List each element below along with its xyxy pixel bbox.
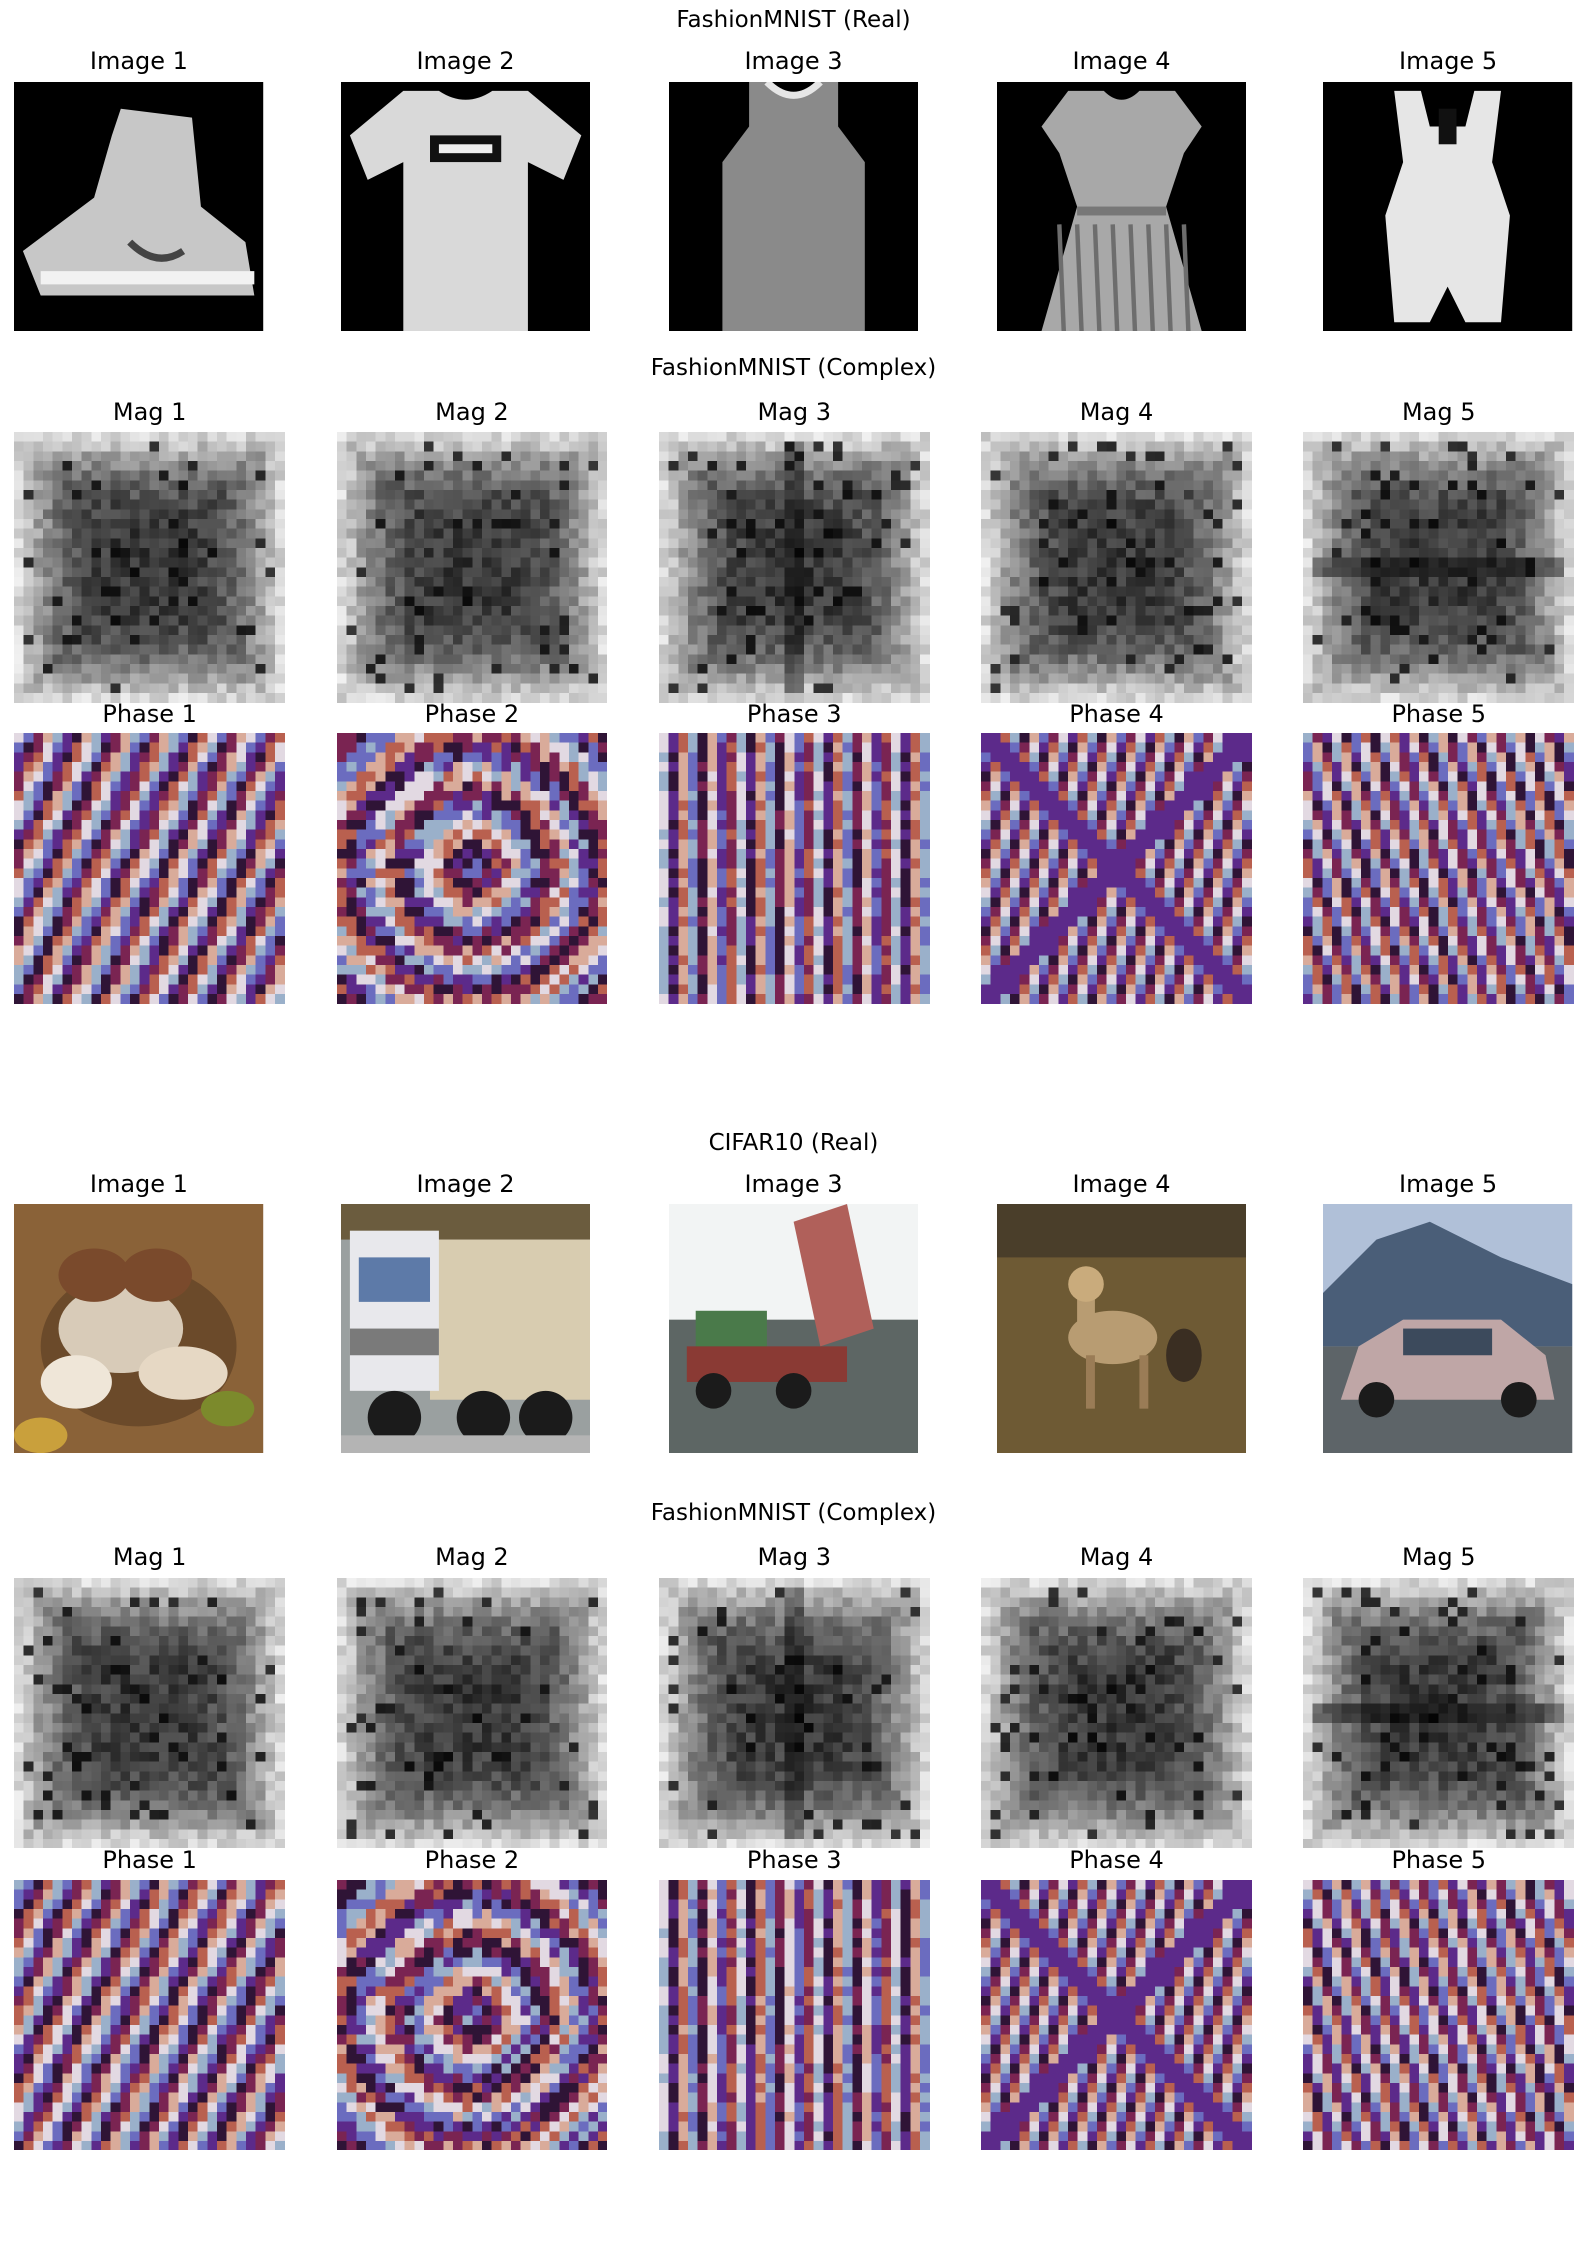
magnitude-2: [336, 1577, 608, 1849]
image-title: Image 1: [89, 47, 188, 76]
phase-5: [1303, 1879, 1575, 2151]
magnitude-title: Mag 1: [112, 1543, 187, 1572]
magnitude-title: Mag 5: [1401, 398, 1476, 427]
phase-title: Phase 5: [1391, 1845, 1487, 1874]
real-figure-title: FashionMNIST (Real): [676, 7, 911, 34]
image-title: Image 2: [416, 1169, 515, 1198]
phase-title: Phase 4: [1069, 1845, 1164, 1874]
phase-4: [981, 733, 1252, 1004]
magnitude-title: Mag 3: [757, 398, 831, 427]
phase-5: [1303, 733, 1575, 1004]
image-title: Image 4: [1072, 1169, 1171, 1198]
phase-1: [14, 1879, 286, 2151]
magnitude-title: Mag 3: [757, 1543, 831, 1572]
phase-title: Phase 1: [102, 700, 197, 729]
magnitude-4: [981, 1577, 1252, 1849]
phase-2: [336, 733, 608, 1004]
image-5: [1323, 1204, 1573, 1454]
phase-title: Phase 5: [1391, 700, 1487, 729]
image-title: Image 5: [1399, 47, 1498, 76]
image-title: Image 2: [416, 47, 515, 76]
image-title: Image 3: [744, 47, 843, 76]
magnitude-title: Mag 5: [1401, 1543, 1476, 1572]
image-title: Image 3: [744, 1169, 843, 1198]
phase-2: [336, 1879, 608, 2151]
phase-title: Phase 4: [1069, 700, 1164, 729]
magnitude-title: Mag 4: [1079, 398, 1154, 427]
image-title: Image 4: [1072, 47, 1171, 76]
magnitude-3: [658, 1577, 930, 1849]
phase-title: Phase 2: [424, 700, 520, 729]
magnitude-title: Mag 1: [112, 398, 187, 427]
magnitude-2: [336, 432, 608, 703]
magnitude-1: [14, 1577, 286, 1849]
image-title: Image 1: [89, 1169, 188, 1198]
phase-3: [658, 733, 930, 1004]
magnitude-title: Mag 2: [435, 1543, 509, 1572]
phase-1: [14, 733, 286, 1004]
phase-3: [658, 1879, 930, 2151]
image-4: [996, 81, 1247, 331]
image-4: [996, 1204, 1247, 1454]
phase-title: Phase 2: [424, 1845, 520, 1874]
phase-title: Phase 1: [102, 1845, 197, 1874]
image-title: Image 5: [1399, 1169, 1498, 1198]
magnitude-4: [981, 432, 1252, 703]
image-2: [340, 1204, 591, 1454]
complex-figure-title: FashionMNIST (Complex): [650, 1500, 937, 1527]
real-figure-title: CIFAR10 (Real): [708, 1129, 879, 1156]
phase-title: Phase 3: [746, 1845, 842, 1874]
image-2: [340, 81, 591, 331]
image-3: [668, 81, 919, 331]
phase-title: Phase 3: [746, 700, 842, 729]
image-5: [1323, 81, 1573, 331]
magnitude-title: Mag 4: [1079, 1543, 1154, 1572]
magnitude-5: [1303, 1577, 1575, 1849]
magnitude-1: [14, 432, 286, 703]
complex-figure-title: FashionMNIST (Complex): [650, 355, 937, 382]
image-1: [14, 81, 264, 331]
image-3: [668, 1204, 919, 1454]
image-1: [14, 1204, 264, 1454]
magnitude-title: Mag 2: [435, 398, 509, 427]
magnitude-3: [658, 432, 930, 703]
phase-4: [981, 1879, 1252, 2151]
magnitude-5: [1303, 432, 1575, 703]
